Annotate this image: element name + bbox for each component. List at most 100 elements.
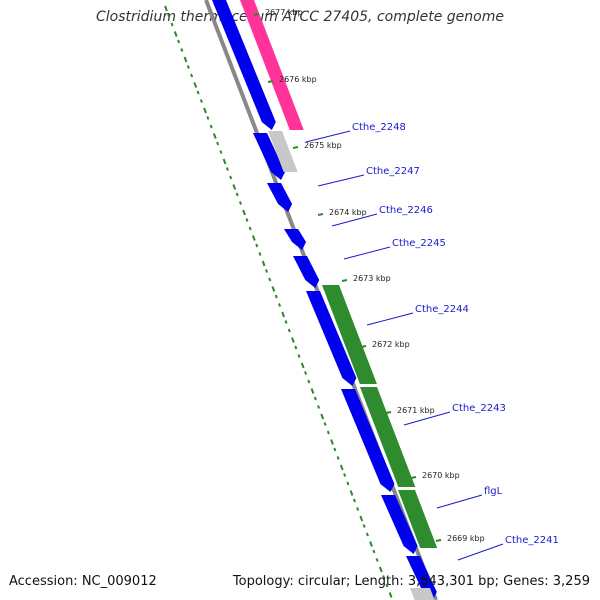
gc-dot xyxy=(248,226,252,231)
gc-dot xyxy=(339,464,344,471)
gc-dot xyxy=(190,73,194,78)
map-title: Clostridium thermocellum ATCC 27405, com… xyxy=(96,9,504,25)
accession-text: Accession: NC_009012 xyxy=(9,574,157,589)
gc-dotted-track xyxy=(164,5,393,598)
ruler-tick xyxy=(410,476,417,479)
label-leader-line xyxy=(305,130,351,143)
gc-dot xyxy=(365,532,369,537)
gc-dot xyxy=(242,209,246,216)
kbp-ruler: 2677 kbp 2676 kbp 2675 kbp 2674 kbp 2673 kbp… xyxy=(253,8,485,543)
gc-dot xyxy=(382,575,386,579)
cds-arrow xyxy=(212,0,276,130)
genome-summary: Topology: circular; Length: 3,843,301 bp… xyxy=(232,574,590,589)
ruler-tick xyxy=(253,13,260,16)
gene-label: Cthe_2244 xyxy=(415,304,469,315)
gc-dot xyxy=(388,592,393,598)
tick-label: 2674 kbp xyxy=(329,208,367,217)
gc-dot xyxy=(313,396,317,401)
gc-dot xyxy=(310,388,315,394)
gc-dot xyxy=(274,294,278,299)
gene-label: Cthe_2246 xyxy=(379,205,433,216)
label-leader-line xyxy=(317,174,365,187)
gc-dot xyxy=(251,235,256,241)
gc-dot xyxy=(229,175,233,180)
gc-dot xyxy=(352,498,356,503)
gc-dot xyxy=(326,430,330,435)
cds-arrow xyxy=(284,229,307,250)
gc-dot xyxy=(356,507,360,511)
gc-dot xyxy=(323,422,327,426)
gc-dot xyxy=(170,22,174,27)
gc-dot xyxy=(284,320,288,324)
tick-label: 2676 kbp xyxy=(279,75,317,84)
tick-label: 2675 kbp xyxy=(304,141,342,150)
gc-dot xyxy=(330,439,334,445)
gene-label: Cthe_2243 xyxy=(452,403,506,414)
gc-dot xyxy=(385,583,389,588)
gc-dot xyxy=(317,405,321,409)
label-leader-line xyxy=(366,312,414,326)
gc-dot xyxy=(245,218,249,222)
gc-dot xyxy=(343,473,347,477)
gc-dot xyxy=(349,490,354,496)
cds-arrow xyxy=(306,291,357,386)
cds-arrow xyxy=(381,495,418,554)
gc-dot xyxy=(369,541,373,547)
green-feature xyxy=(360,387,416,487)
gc-dot xyxy=(180,48,184,52)
gc-dot xyxy=(196,90,200,95)
gc-dot xyxy=(203,107,207,114)
tick-label: 2671 kbp xyxy=(397,406,435,415)
gc-dot xyxy=(378,566,383,573)
gc-dot xyxy=(164,5,168,12)
gc-dot xyxy=(307,379,311,384)
tick-label: 2669 kbp xyxy=(447,534,485,543)
pink-feature xyxy=(240,0,304,130)
gc-dot xyxy=(255,243,259,248)
gc-dot xyxy=(225,167,229,171)
feature-track xyxy=(212,0,438,600)
gene-label: Cthe_2247 xyxy=(366,166,420,177)
gc-dot xyxy=(278,303,282,307)
gc-dot xyxy=(304,371,308,375)
tick-label: 2673 kbp xyxy=(353,274,391,283)
gc-dot xyxy=(362,524,366,528)
ruler-tick xyxy=(341,279,348,282)
gene-label: flgL xyxy=(484,486,503,497)
tick-label: 2672 kbp xyxy=(372,340,410,349)
gene-labels: Cthe_2248 Cthe_2247 Cthe_2246 Cthe_2245 Cthe… xyxy=(305,122,559,561)
ruler-tick xyxy=(360,345,367,348)
gc-dot xyxy=(264,269,268,273)
gc-dot xyxy=(186,65,190,69)
label-leader-line xyxy=(457,543,504,561)
gc-dot xyxy=(235,192,239,197)
grey-feature xyxy=(410,588,435,600)
gene-label: Cthe_2241 xyxy=(505,535,559,546)
ruler-tick xyxy=(317,213,324,216)
cds-arrow xyxy=(293,256,320,288)
gc-dot xyxy=(281,311,286,318)
gc-dot xyxy=(183,56,188,63)
label-leader-line xyxy=(403,411,451,426)
gc-dot xyxy=(271,286,276,292)
gc-dot xyxy=(297,354,301,358)
gc-dot xyxy=(216,141,220,146)
gc-dot xyxy=(372,549,376,554)
green-feature xyxy=(322,285,377,384)
gene-label: Cthe_2248 xyxy=(352,122,406,133)
gc-dot xyxy=(320,413,325,420)
gc-dot xyxy=(209,124,213,129)
gc-dot xyxy=(287,328,291,333)
gc-dot xyxy=(177,39,181,44)
tick-label: 2677 kbp xyxy=(265,8,303,17)
label-leader-line xyxy=(331,213,378,227)
gc-dot xyxy=(193,82,198,88)
grey-feature xyxy=(268,131,298,172)
ruler-tick xyxy=(435,539,442,542)
gc-dot xyxy=(258,252,262,256)
gc-dot xyxy=(238,201,242,205)
ruler-tick xyxy=(292,146,299,149)
gc-dot xyxy=(346,481,350,486)
gc-dot xyxy=(291,337,295,343)
